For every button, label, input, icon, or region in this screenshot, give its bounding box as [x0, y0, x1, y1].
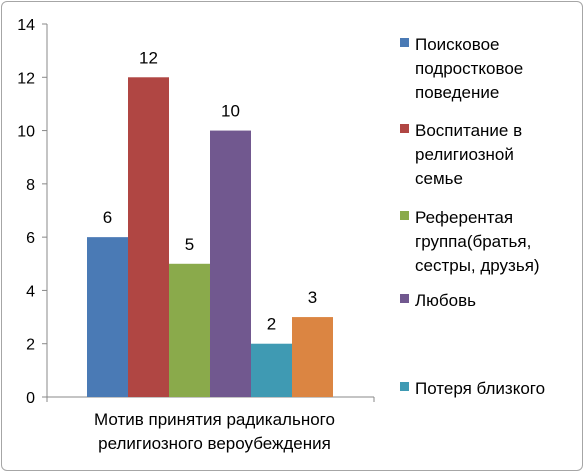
y-tick-label: 12 [17, 70, 35, 87]
legend-label: поведение [415, 83, 499, 102]
bar [210, 130, 251, 398]
y-tick-label: 2 [26, 337, 35, 354]
data-label: 3 [308, 288, 317, 307]
legend-label: Референтая [415, 208, 513, 227]
data-label: 6 [103, 208, 112, 227]
legend-swatch [400, 211, 409, 220]
bar [251, 343, 292, 397]
bar [87, 237, 128, 397]
legend: Поисковое подростковое поведение Воспитание… [400, 35, 545, 398]
legend-label: Воспитание в [415, 121, 522, 140]
y-tick-label: 4 [26, 283, 35, 300]
x-category-label: религиозного вероубеждения [98, 434, 331, 453]
bar [292, 317, 333, 397]
data-label: 12 [139, 48, 158, 67]
y-tick-label: 6 [26, 230, 35, 247]
legend-label: Любовь [415, 291, 476, 310]
y-tick-label: 8 [26, 177, 35, 194]
data-label: 2 [267, 315, 276, 334]
legend-swatch [400, 382, 409, 391]
y-tick-label: 14 [17, 17, 35, 34]
legend-label: религиозной [415, 145, 514, 164]
data-label: 5 [185, 235, 194, 254]
y-tick-label: 0 [26, 390, 35, 407]
legend-label: подростковое [415, 59, 523, 78]
legend-swatch [400, 294, 409, 303]
x-category-label: Мотив принятия радикального [94, 410, 335, 429]
data-label: 10 [221, 102, 240, 121]
y-tick-label: 10 [17, 124, 35, 141]
bars [87, 77, 333, 398]
legend-label: группа(братья, [415, 232, 531, 251]
legend-label: семье [415, 169, 463, 188]
data-labels: 6 12 5 10 2 3 [103, 48, 317, 333]
bar [128, 77, 169, 398]
legend-label: сестры, друзья) [415, 256, 540, 275]
legend-swatch [400, 38, 409, 47]
bar [169, 263, 210, 397]
legend-label: Потеря близкого [415, 379, 545, 398]
axes: 0 2 4 6 8 10 12 14 Мотив принятия радикального ре… [17, 17, 375, 453]
legend-label: Поисковое [415, 35, 500, 54]
legend-swatch [400, 124, 409, 133]
